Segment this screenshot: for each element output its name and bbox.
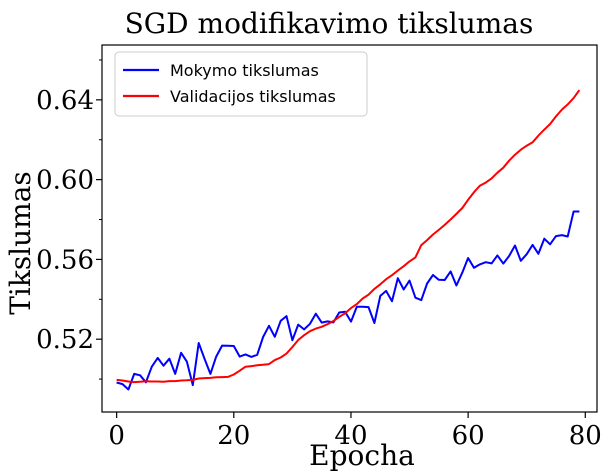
x-tick-label: 60 xyxy=(452,421,485,451)
y-tick-label: 0.60 xyxy=(36,166,94,196)
y-tick-label: 0.64 xyxy=(36,86,94,116)
series-lines xyxy=(116,89,581,391)
plot-frame xyxy=(101,44,598,413)
axis-ticks: 0 20 40 60 80 0.52 0.56 0.60 0.64 xyxy=(36,59,602,451)
x-tick-label: 0 xyxy=(108,421,125,451)
legend-label-validacijos: Validacijos tikslumas xyxy=(170,87,336,106)
x-tick-label: 80 xyxy=(569,421,602,451)
legend-box xyxy=(114,51,368,117)
legend: Mokymo tikslumas Validacijos tikslumas xyxy=(114,51,368,117)
y-axis-label: Tikslumas xyxy=(4,171,37,315)
x-axis-label: Epocha xyxy=(309,439,415,472)
legend-label-mokymo: Mokymo tikslumas xyxy=(170,61,319,80)
chart-title: SGD modifikavimo tikslumas xyxy=(125,7,534,40)
series-line-1 xyxy=(116,89,581,384)
y-tick-label: 0.56 xyxy=(36,245,94,275)
x-tick-label: 20 xyxy=(217,421,250,451)
series-line-0 xyxy=(116,210,580,391)
y-tick-label: 0.52 xyxy=(36,325,94,355)
x-tick-label: 40 xyxy=(334,421,367,451)
